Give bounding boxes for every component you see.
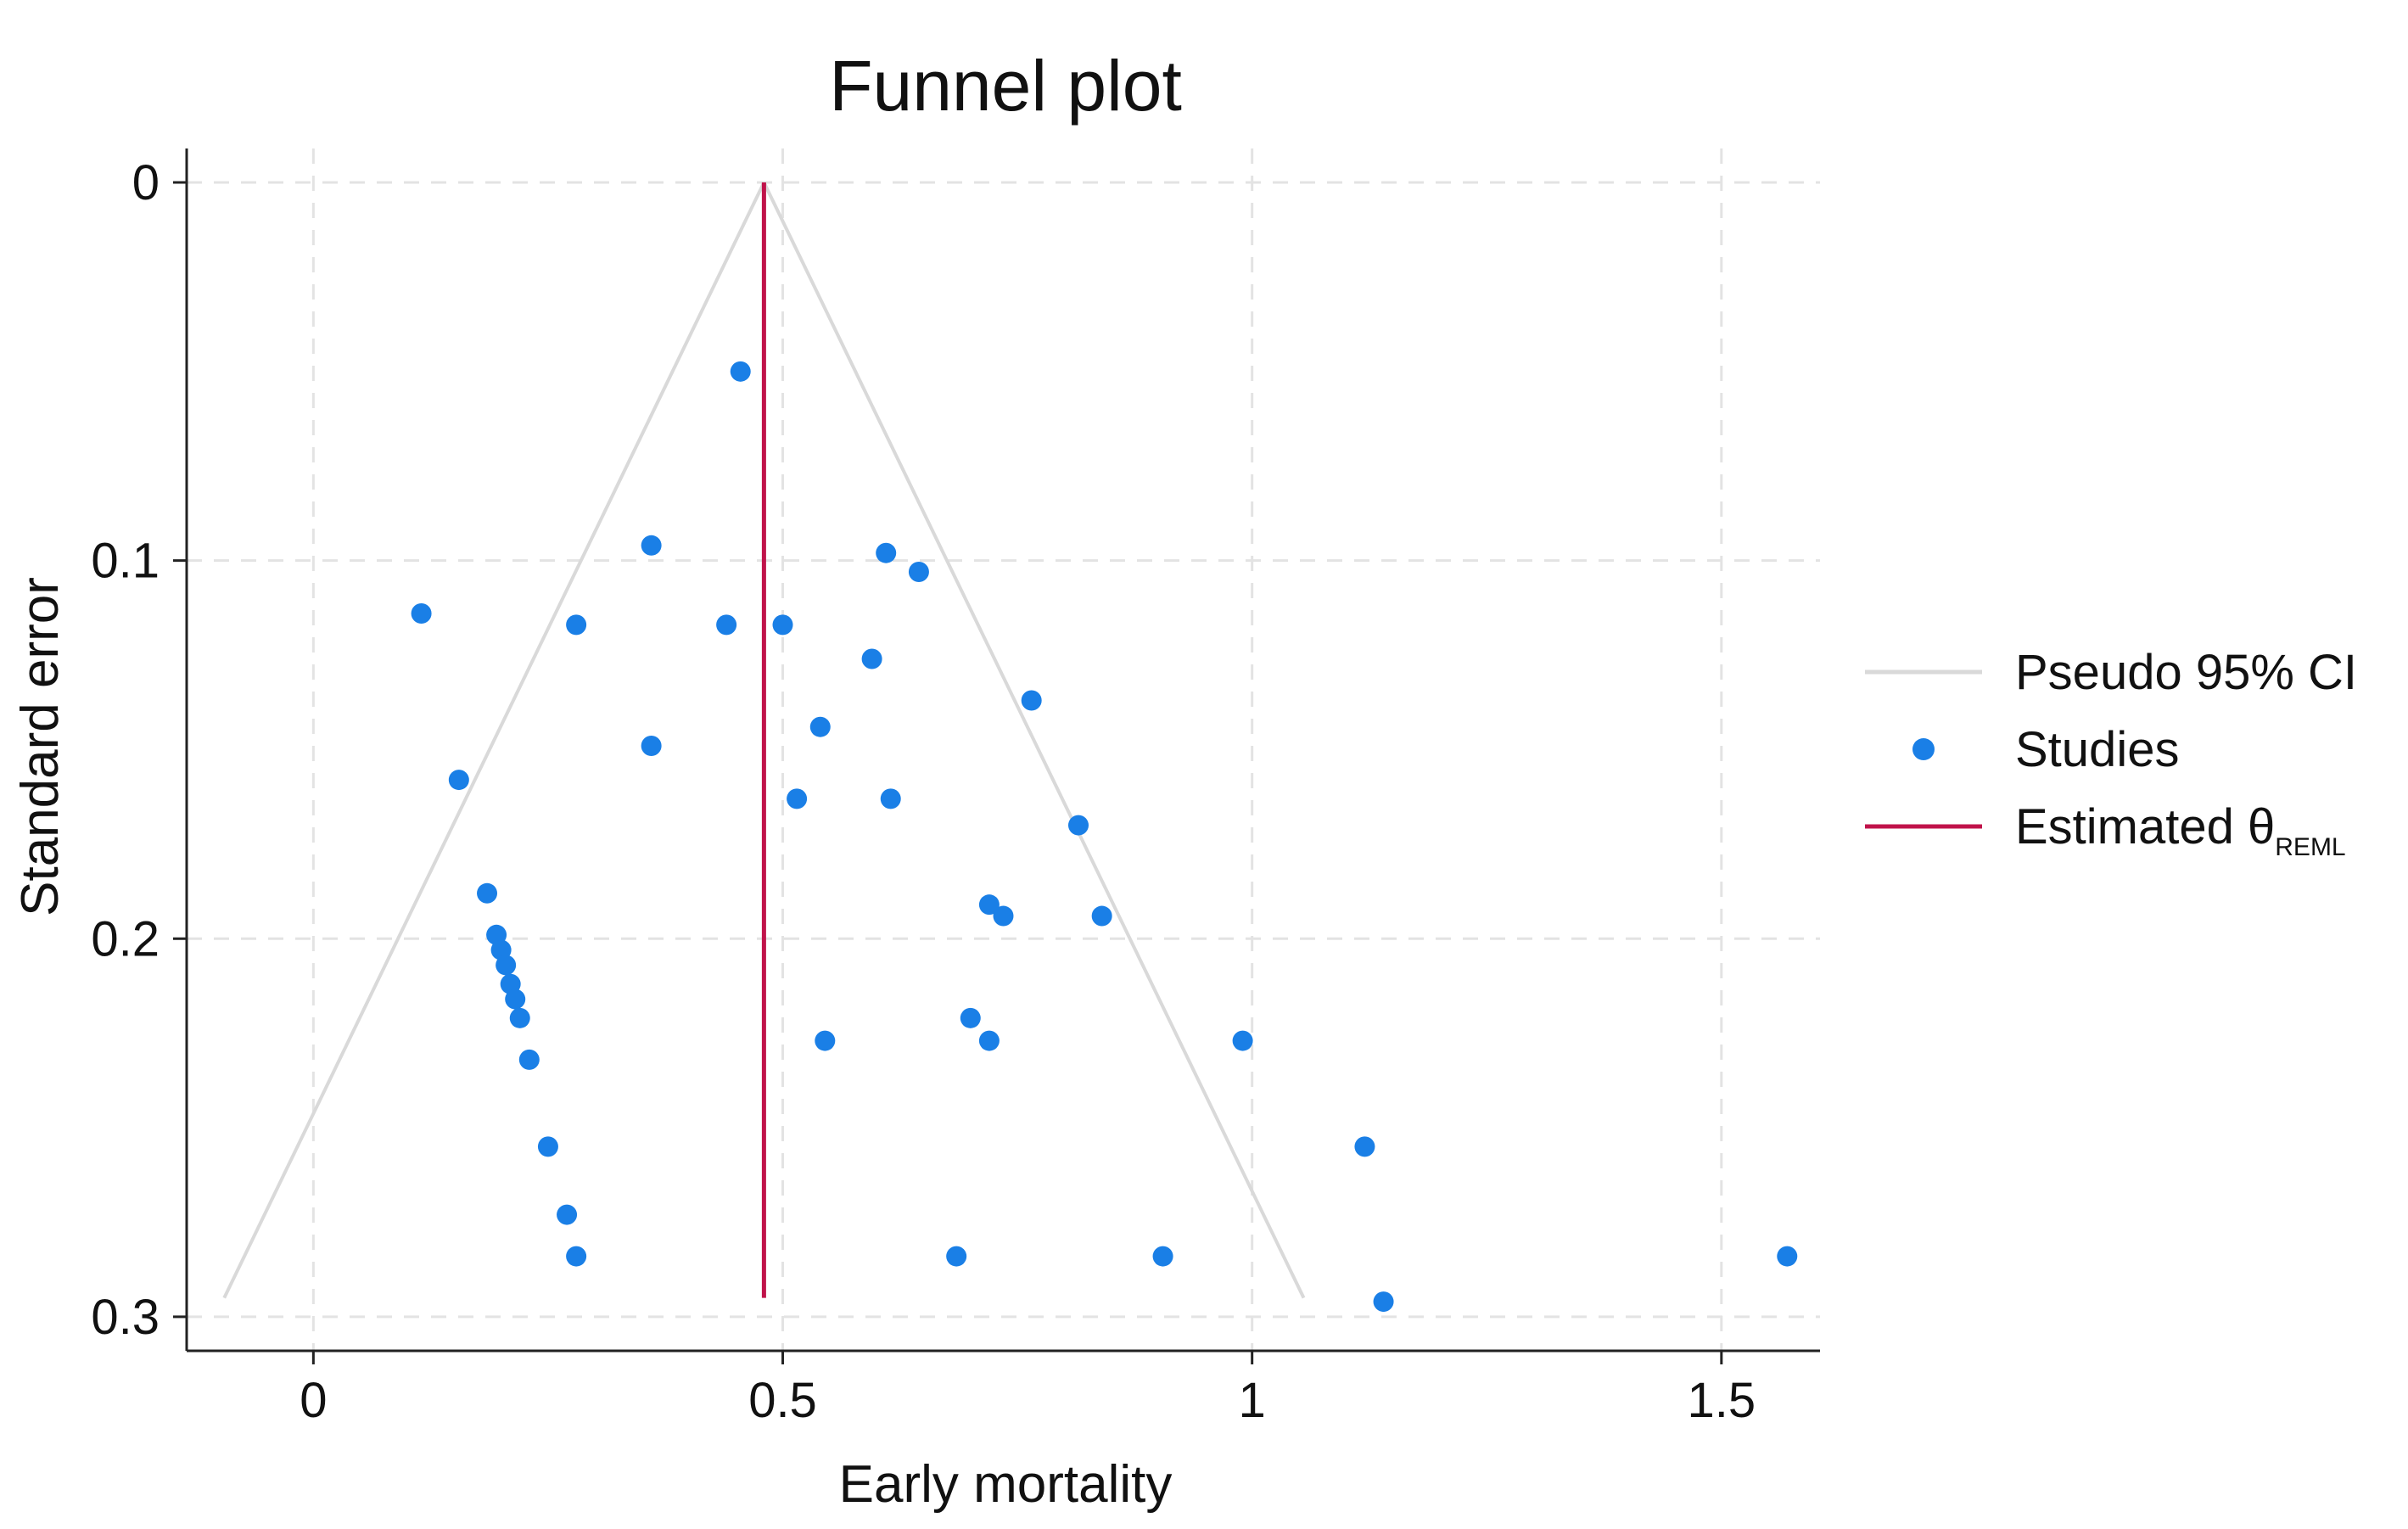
study-point-24 (505, 989, 526, 1010)
study-point-4 (411, 603, 432, 624)
study-point-14 (880, 788, 901, 809)
study-point-38 (1373, 1291, 1394, 1313)
study-point-18 (993, 905, 1014, 927)
legend-ci-label: Pseudo 95% CI (2015, 645, 2357, 700)
study-points (411, 361, 1798, 1313)
study-point-19 (1091, 905, 1112, 927)
study-point-25 (509, 1007, 530, 1028)
study-point-10 (809, 716, 831, 737)
study-point-5 (566, 614, 587, 636)
y-tick-label-2: 0.2 (91, 911, 160, 966)
x-tick-label-0: 0 (300, 1373, 327, 1428)
study-point-28 (978, 1030, 1000, 1051)
x-axis-label: Early mortality (839, 1455, 1173, 1514)
study-point-8 (861, 648, 882, 669)
study-point-12 (448, 770, 469, 791)
legend-estimate-subscript: REML (2275, 833, 2345, 861)
study-point-15 (1068, 815, 1089, 836)
study-point-13 (787, 788, 808, 809)
y-axis-label: Standard error (11, 577, 70, 916)
legend-studies-swatch (1912, 738, 1935, 760)
study-point-37 (1777, 1246, 1798, 1267)
study-point-32 (1354, 1136, 1375, 1157)
legend-estimate-label: Estimated θREML (2015, 799, 2346, 861)
study-point-27 (815, 1030, 836, 1051)
axes: 0 0.5 1 1.5 0 0.1 0.2 0.3 (91, 148, 1820, 1428)
study-point-33 (557, 1204, 578, 1225)
x-tick-label-1: 0.5 (748, 1373, 817, 1428)
study-point-29 (1232, 1030, 1253, 1051)
study-point-30 (518, 1049, 540, 1070)
legend-estimate-text: Estimated θ (2015, 799, 2275, 854)
y-tick-label-3: 0.3 (91, 1290, 160, 1345)
study-point-3 (908, 562, 929, 582)
study-point-31 (537, 1136, 558, 1157)
study-point-35 (946, 1246, 967, 1267)
study-point-2 (876, 542, 897, 563)
study-point-1 (641, 535, 662, 556)
ci-right-line (762, 182, 1306, 1299)
y-tick-label-1: 0.1 (91, 534, 160, 589)
ci-left-line (222, 182, 766, 1299)
study-point-17 (978, 894, 1000, 916)
x-tick-label-2: 1 (1239, 1373, 1266, 1428)
study-point-11 (641, 735, 662, 756)
legend: Pseudo 95% CI Studies Estimated θREML (1865, 645, 2357, 861)
study-point-34 (566, 1246, 587, 1267)
study-point-36 (1152, 1246, 1173, 1267)
grid-lines (187, 148, 1820, 1351)
study-point-9 (1021, 690, 1042, 711)
study-point-6 (716, 614, 737, 636)
pseudo-ci-funnel (222, 182, 1306, 1299)
study-point-22 (496, 955, 517, 976)
x-tick-label-3: 1.5 (1688, 1373, 1756, 1428)
y-tick-label-0: 0 (132, 155, 160, 210)
chart-title: Funnel plot (829, 46, 1182, 126)
study-point-16 (477, 882, 498, 904)
study-point-7 (772, 614, 793, 636)
study-point-0 (730, 361, 751, 382)
legend-studies-label: Studies (2015, 722, 2179, 777)
study-point-26 (960, 1007, 981, 1028)
